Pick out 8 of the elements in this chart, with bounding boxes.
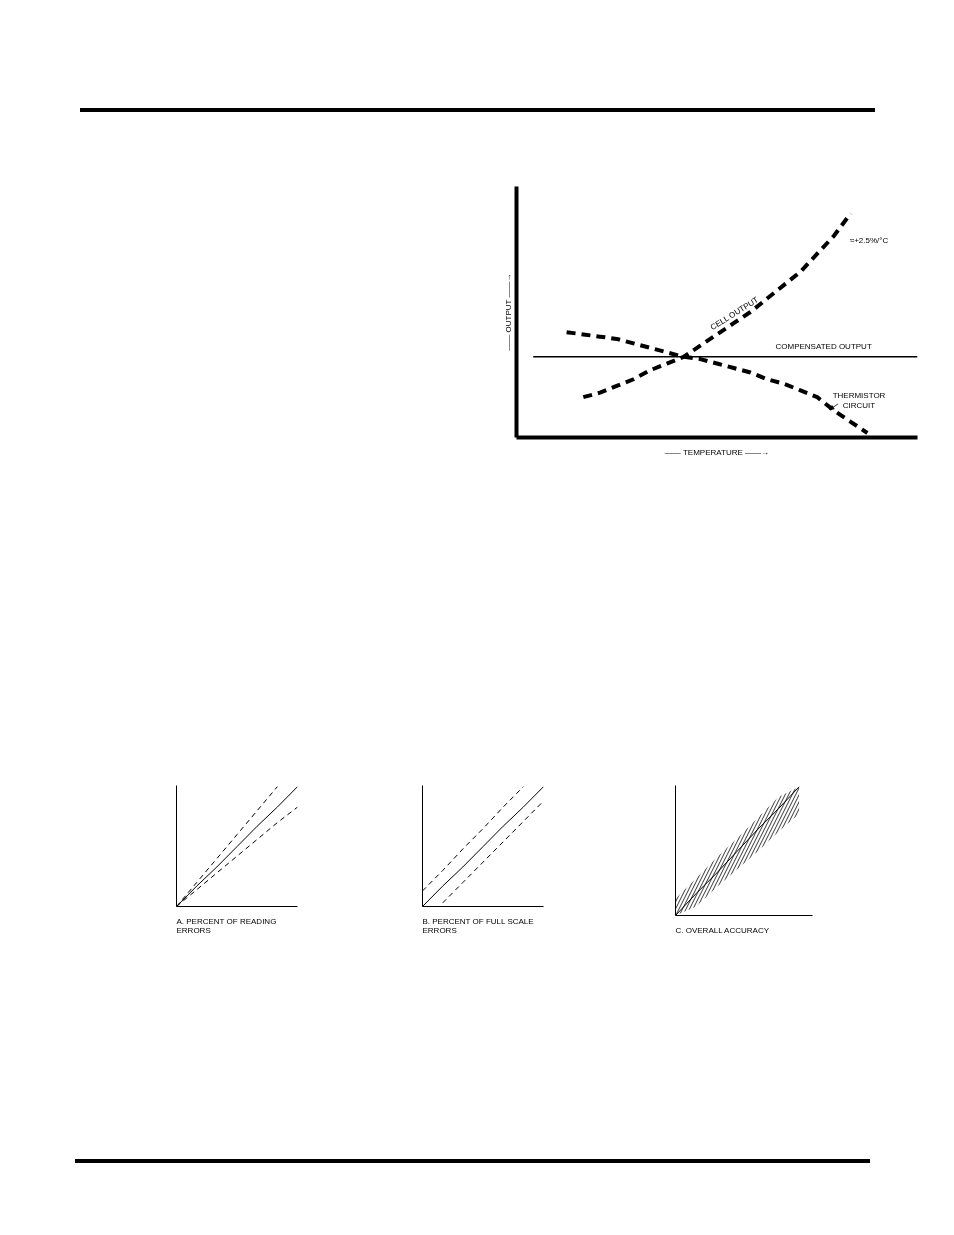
series-label: COMPENSATED OUTPUT	[775, 342, 872, 352]
x-axis-title: —— TEMPERATURE ——→	[664, 447, 770, 457]
text: A. PERCENT OF READING ERRORS	[176, 916, 277, 935]
text: C. OVERALL ACCURACY	[675, 925, 770, 935]
text: B. PERCENT OF FULL SCALE ERRORS	[422, 916, 534, 935]
annotation: ≈+2.5%/°C	[849, 235, 889, 245]
y-axis-title: —— OUTPUT ——→	[503, 273, 513, 351]
series-label: THERMISTOR CIRCUIT	[832, 391, 886, 410]
